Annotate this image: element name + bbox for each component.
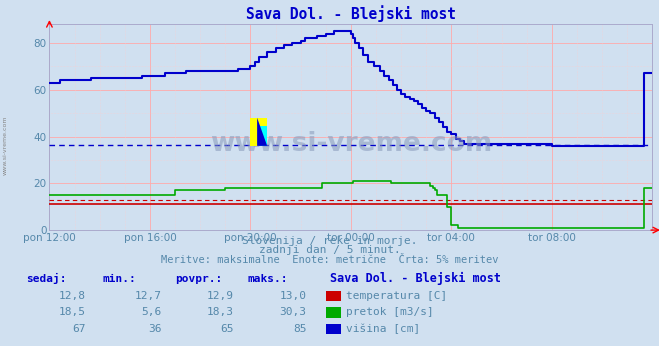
- Text: povpr.:: povpr.:: [175, 274, 222, 284]
- Text: Sava Dol. - Blejski most: Sava Dol. - Blejski most: [330, 272, 500, 285]
- Text: 12,7: 12,7: [134, 291, 161, 301]
- Text: temperatura [C]: temperatura [C]: [346, 291, 447, 301]
- Text: 5,6: 5,6: [141, 307, 161, 317]
- Text: sedaj:: sedaj:: [26, 273, 67, 284]
- Text: www.si-vreme.com: www.si-vreme.com: [3, 116, 8, 175]
- Text: maks.:: maks.:: [247, 274, 287, 284]
- Text: 12,9: 12,9: [207, 291, 234, 301]
- Text: 30,3: 30,3: [279, 307, 306, 317]
- Bar: [259, 126, 267, 146]
- Text: 12,8: 12,8: [59, 291, 86, 301]
- Bar: [250, 118, 267, 146]
- Text: min.:: min.:: [102, 274, 136, 284]
- Text: 85: 85: [293, 324, 306, 334]
- Text: Meritve: maksimalne  Enote: metrične  Črta: 5% meritev: Meritve: maksimalne Enote: metrične Črta…: [161, 255, 498, 265]
- Text: Slovenija / reke in morje.: Slovenija / reke in morje.: [242, 236, 417, 246]
- Polygon shape: [257, 118, 267, 146]
- Text: 36: 36: [148, 324, 161, 334]
- Text: 13,0: 13,0: [279, 291, 306, 301]
- Text: 18,5: 18,5: [59, 307, 86, 317]
- Text: zadnji dan / 5 minut.: zadnji dan / 5 minut.: [258, 245, 401, 255]
- Text: 18,3: 18,3: [207, 307, 234, 317]
- Text: 67: 67: [72, 324, 86, 334]
- Text: 65: 65: [221, 324, 234, 334]
- Text: višina [cm]: višina [cm]: [346, 324, 420, 334]
- Text: www.si-vreme.com: www.si-vreme.com: [210, 131, 492, 157]
- Title: Sava Dol. - Blejski most: Sava Dol. - Blejski most: [246, 5, 456, 22]
- Text: pretok [m3/s]: pretok [m3/s]: [346, 307, 434, 317]
